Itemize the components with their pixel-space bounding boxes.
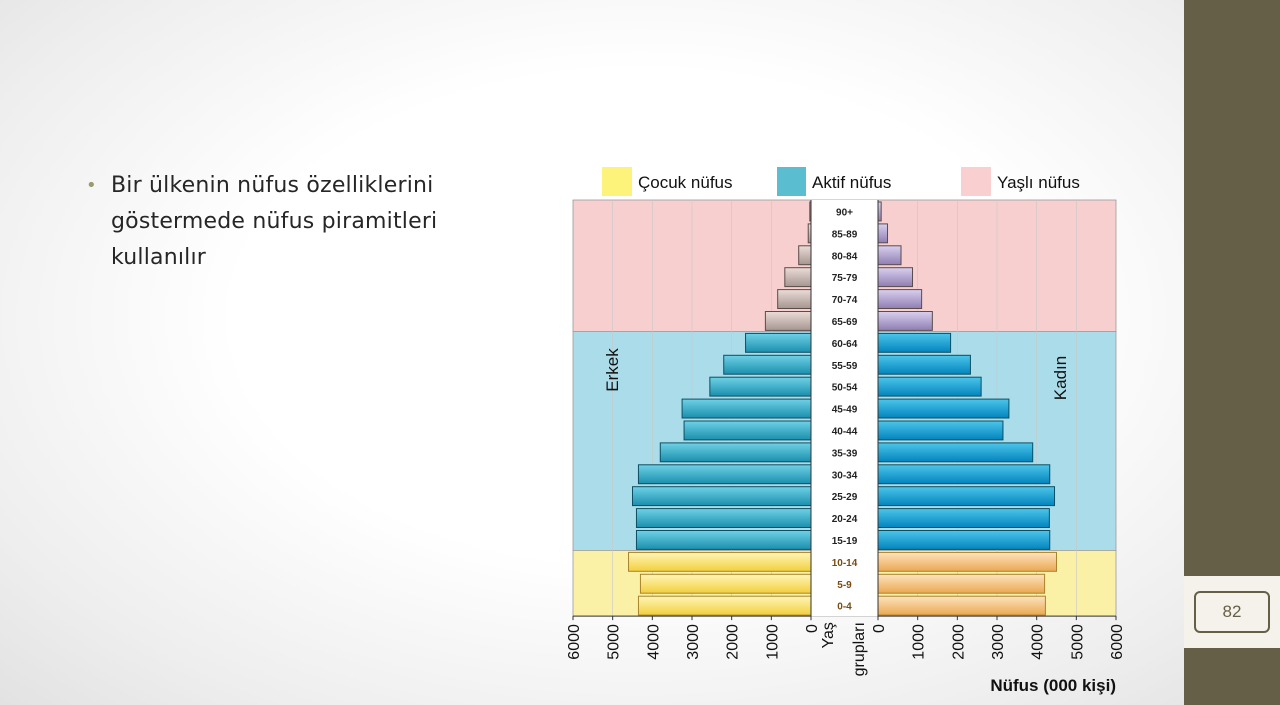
bar-female [877, 486, 1056, 507]
bar-female [877, 354, 971, 375]
age-group-label: 10-14 [832, 558, 858, 569]
age-group-label: 35-39 [832, 448, 858, 459]
bar-male [723, 354, 812, 375]
bar-female [877, 289, 923, 310]
bar-female [877, 223, 889, 244]
age-group-label: 50-54 [832, 383, 858, 394]
age-group-label: 20-24 [832, 514, 858, 525]
tick-label-left: 5000 [606, 624, 623, 660]
slide-number: 82 [1194, 591, 1270, 633]
tick-label-right: 5000 [1069, 624, 1086, 660]
legend-child-swatch [602, 167, 632, 196]
age-group-label: 30-34 [832, 470, 858, 481]
bar-male [628, 551, 812, 572]
tick-label-left: 3000 [685, 624, 702, 660]
bar-female [877, 332, 952, 353]
bar-male [764, 311, 812, 331]
tick-label-left: 0 [804, 624, 821, 633]
center-axis-label-line2: grupları [851, 622, 868, 676]
age-group-label: 0-4 [837, 602, 852, 613]
tick-label-right: 6000 [1109, 624, 1126, 660]
bar-male [784, 267, 812, 288]
bar-female [877, 420, 1004, 441]
bar-male [637, 464, 812, 485]
age-group-label: 80-84 [832, 251, 858, 262]
age-group-label: 70-74 [832, 295, 858, 306]
bullet-dot-icon: • [86, 175, 97, 196]
tick-label-right: 2000 [950, 624, 967, 660]
bar-male [745, 332, 812, 353]
tick-label-right: 1000 [911, 624, 928, 660]
female-side-label: Kadın [1051, 356, 1070, 400]
tick-label-left: 4000 [645, 624, 662, 660]
bar-male [681, 398, 812, 419]
bar-male [709, 376, 812, 397]
tick-label-left: 1000 [764, 624, 781, 660]
bar-female [877, 464, 1051, 485]
bar-male [639, 573, 812, 594]
age-label-column [811, 200, 878, 617]
legend-active-swatch [777, 167, 806, 196]
bar-male [635, 530, 812, 550]
bar-female [877, 573, 1046, 594]
bar-male [798, 245, 812, 266]
bar-female [877, 530, 1051, 550]
bar-female [877, 398, 1010, 419]
legend-elderly-swatch [961, 167, 991, 196]
male-side-label: Erkek [603, 348, 622, 392]
age-group-label: 75-79 [832, 273, 858, 284]
population-pyramid-chart: 90+ 85-89 80-84 75-79 70-74 65-69 60-64 55-59 50… [566, 167, 1126, 695]
age-group-label: 90+ [836, 207, 853, 218]
tick-label-right: 4000 [1030, 624, 1047, 660]
tick-label-left: 6000 [566, 624, 583, 660]
age-group-label: 65-69 [832, 317, 858, 328]
bar-female [877, 595, 1046, 616]
bar-male [632, 486, 812, 507]
bar-male [683, 420, 812, 441]
legend-elderly-label: Yaşlı nüfus [997, 173, 1080, 192]
bar-female [877, 376, 982, 397]
age-group-label: 5-9 [837, 580, 852, 591]
age-group-label: 15-19 [832, 536, 858, 547]
bar-female [877, 311, 933, 331]
bar-male [659, 442, 812, 463]
bar-male [777, 289, 812, 310]
bar-female [877, 267, 914, 288]
age-group-label: 60-64 [832, 339, 858, 350]
tick-label-right: 0 [871, 624, 888, 633]
bullet-text: Bir ülkenin nüfus özelliklerini gösterme… [111, 173, 438, 270]
tick-label-left: 2000 [725, 624, 742, 660]
bar-female [877, 551, 1057, 572]
bar-female [877, 508, 1050, 529]
age-group-label: 85-89 [832, 229, 858, 240]
x-axis-title: Nüfus (000 kişi) [990, 676, 1116, 695]
bar-female [877, 245, 902, 266]
tick-label-right: 3000 [990, 624, 1007, 660]
bar-male [637, 595, 812, 616]
age-group-label: 40-44 [832, 426, 858, 437]
bar-female [877, 442, 1034, 463]
legend-child-label: Çocuk nüfus [638, 173, 733, 192]
legend-active-label: Aktif nüfus [812, 173, 891, 192]
age-group-label: 25-29 [832, 492, 858, 503]
center-axis-label-line1: Yaş [820, 622, 837, 648]
bar-male [635, 508, 812, 529]
age-group-label: 45-49 [832, 405, 858, 416]
age-group-label: 55-59 [832, 361, 858, 372]
